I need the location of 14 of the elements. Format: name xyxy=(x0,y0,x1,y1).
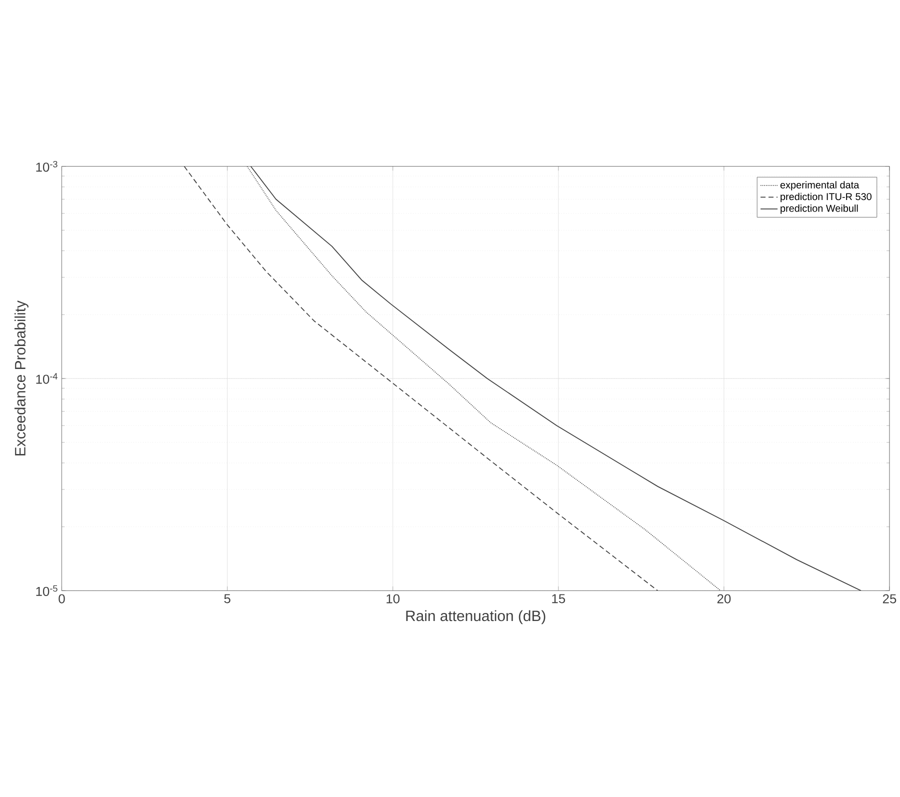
x-axis-title: Rain attenuation (dB) xyxy=(406,610,546,624)
x-tick-label: 10 xyxy=(386,594,400,604)
x-tick-label: 15 xyxy=(552,594,566,604)
y-tick-label: 10$^{-5}$ xyxy=(36,585,58,596)
legend-label: experimental data xyxy=(780,181,860,190)
x-tick-label: 25 xyxy=(882,594,896,604)
x-tick-label: 5 xyxy=(224,594,230,604)
legend-label: prediction ITU-R 530 xyxy=(780,192,872,202)
x-tick-label: 0 xyxy=(58,594,65,604)
y-axis-title: Exceedance Probability xyxy=(14,300,28,456)
y-tick-label: 10$^{-3}$ xyxy=(36,161,58,172)
x-tick-label: 20 xyxy=(717,594,731,604)
y-tick-label: 10$^{-4}$ xyxy=(36,373,58,384)
legend-label: prediction Weibull xyxy=(780,204,858,214)
